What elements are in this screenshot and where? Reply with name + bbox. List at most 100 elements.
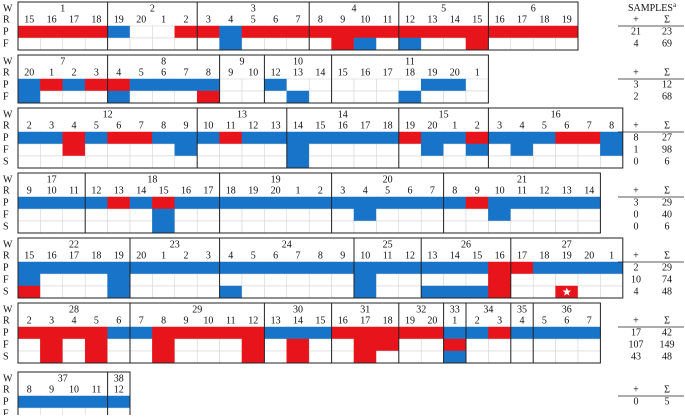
round-label: 1 <box>475 67 480 78</box>
cell <box>84 273 108 287</box>
cell <box>443 25 467 39</box>
week-label: 18 <box>147 174 157 185</box>
cell <box>264 37 288 51</box>
cell <box>420 261 444 275</box>
week-label: 21 <box>517 174 527 185</box>
cell <box>443 78 467 92</box>
round-label: 5 <box>251 250 256 261</box>
cell <box>40 350 64 364</box>
cell <box>443 326 467 340</box>
samples-sum: 6 <box>665 221 670 232</box>
week-label: 5 <box>441 3 446 14</box>
cell <box>398 90 422 104</box>
cell <box>152 90 176 104</box>
round-label: 5 <box>251 14 256 25</box>
cell <box>129 338 153 352</box>
round-label: 13 <box>271 315 281 326</box>
cell <box>264 143 288 157</box>
cell <box>555 196 579 210</box>
cell <box>331 208 355 222</box>
week-label: 29 <box>192 304 202 315</box>
cell <box>152 273 176 287</box>
round-label: 12 <box>539 185 549 196</box>
cell <box>17 285 41 299</box>
cell <box>465 326 489 340</box>
week-label: 24 <box>282 239 292 250</box>
samples-plus: 0 <box>634 209 639 220</box>
cell <box>353 220 377 234</box>
round-label: 14 <box>293 315 303 326</box>
round-label: 9 <box>49 384 54 395</box>
cell <box>443 273 467 287</box>
samples-title-text: SAMPLES <box>628 3 673 14</box>
cell <box>532 37 556 51</box>
round-label: 7 <box>587 315 592 326</box>
cell <box>353 78 377 92</box>
row-label: S <box>3 286 9 297</box>
week-label: 38 <box>114 373 124 384</box>
row-label: R <box>3 14 10 25</box>
cell <box>62 208 86 222</box>
cell <box>510 285 534 299</box>
cell <box>107 196 131 210</box>
round-label: 10 <box>203 120 213 131</box>
cell <box>308 273 332 287</box>
samples-plus: 8 <box>634 132 639 143</box>
cell <box>532 220 556 234</box>
cell <box>353 285 377 299</box>
cell <box>600 155 624 169</box>
cell <box>510 350 534 364</box>
cell <box>40 37 64 51</box>
cell <box>510 25 534 39</box>
cell <box>331 131 355 145</box>
cell <box>443 37 467 51</box>
samples-plus: 43 <box>631 351 641 362</box>
cell <box>264 273 288 287</box>
cell <box>129 273 153 287</box>
samples-sum: 5 <box>665 396 670 407</box>
samples-title: SAMPLESa <box>628 1 677 15</box>
row-label: R <box>3 67 10 78</box>
row-label: F <box>3 91 9 102</box>
cell <box>465 131 489 145</box>
cell <box>577 196 601 210</box>
round-label: 16 <box>338 315 348 326</box>
cell <box>510 155 534 169</box>
samples-sum: 29 <box>662 197 672 208</box>
cell <box>510 261 534 275</box>
row-label: P <box>3 396 9 407</box>
cell <box>62 326 86 340</box>
round-label: 1 <box>161 14 166 25</box>
cell <box>219 350 243 364</box>
cell <box>555 37 579 51</box>
cell <box>241 90 265 104</box>
cell <box>40 196 64 210</box>
round-label: 7 <box>296 14 301 25</box>
round-label: 20 <box>427 120 437 131</box>
cell <box>555 220 579 234</box>
round-label: 4 <box>116 67 121 78</box>
cell <box>107 220 131 234</box>
cell <box>308 131 332 145</box>
round-label: 4 <box>228 14 233 25</box>
cell <box>62 155 86 169</box>
round-label: 5 <box>94 120 99 131</box>
round-label: 5 <box>542 120 547 131</box>
cell <box>286 273 310 287</box>
cell <box>376 326 400 340</box>
cell <box>398 196 422 210</box>
round-label: 3 <box>206 250 211 261</box>
cell <box>577 285 601 299</box>
samples-sum-header: Σ <box>664 250 670 261</box>
cell <box>376 25 400 39</box>
cell <box>420 143 444 157</box>
samples-plus: 21 <box>631 26 641 37</box>
round-label: 15 <box>472 250 482 261</box>
cell <box>420 155 444 169</box>
cell <box>398 143 422 157</box>
week-label: 12 <box>103 109 113 120</box>
round-label: 17 <box>69 250 79 261</box>
cell <box>353 338 377 352</box>
cell <box>488 131 512 145</box>
cell <box>219 78 243 92</box>
